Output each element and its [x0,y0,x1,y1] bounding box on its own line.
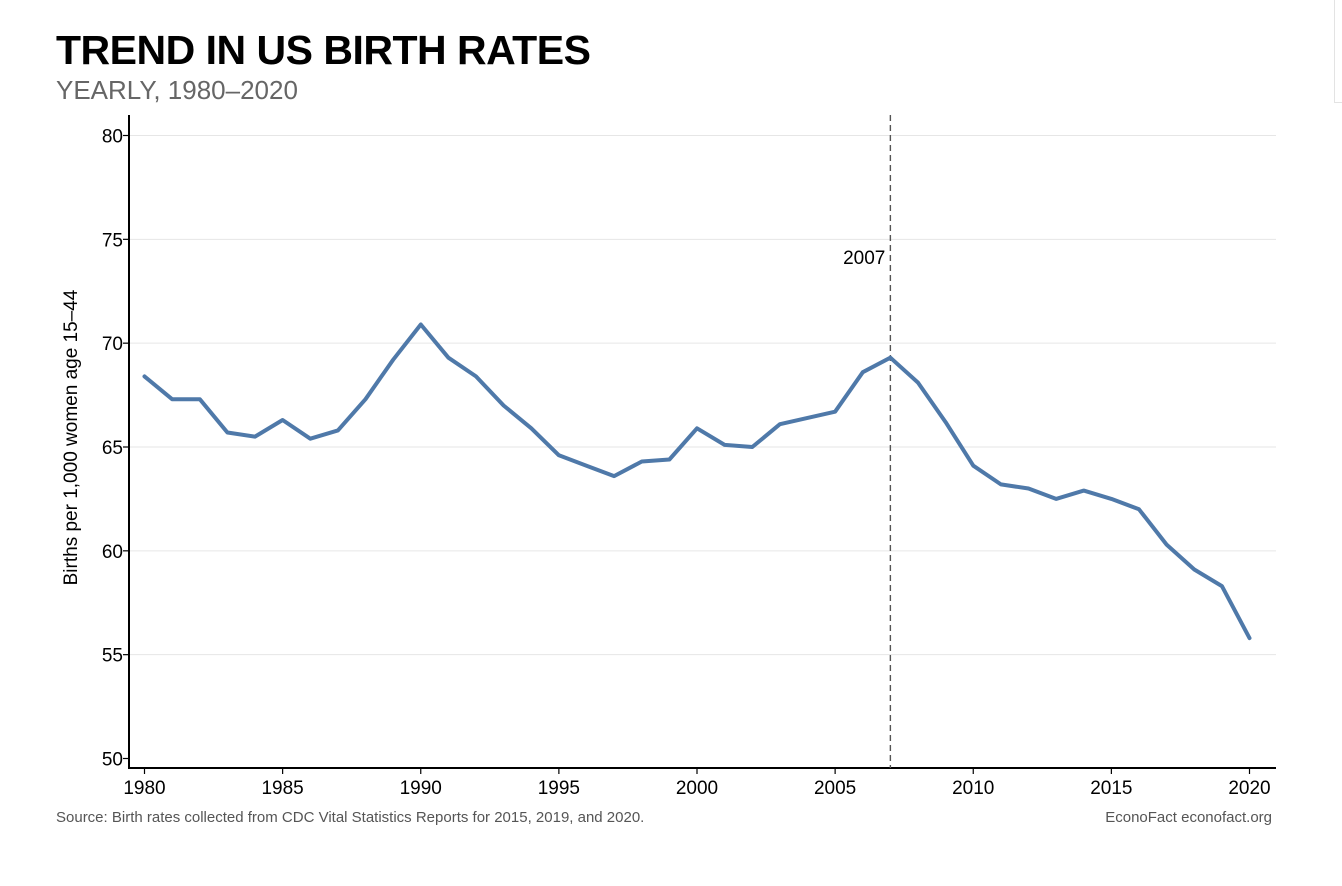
y-axis-title: Births per 1,000 women age 15–44 [61,289,82,585]
y-tick-label-70: 70 [102,334,123,355]
data-point-2008 [916,381,920,385]
x-tick-label-1990: 1990 [400,778,442,799]
data-point-1985 [281,418,285,422]
x-tick-label-1985: 1985 [261,778,303,799]
data-point-1999 [667,457,671,461]
window-edge [1334,0,1342,103]
credit-note: EconoFact econofact.org [1105,809,1272,826]
data-point-2007 [888,356,892,360]
x-tick-label-1980: 1980 [123,778,165,799]
data-point-2020 [1248,636,1251,640]
y-tick-label-80: 80 [102,127,123,148]
data-point-2001 [723,443,727,447]
data-point-1994 [529,426,533,430]
y-tick-label-75: 75 [102,230,123,251]
x-tick-label-2020: 2020 [1228,778,1270,799]
data-point-2018 [1192,568,1196,572]
data-point-2014 [1082,489,1086,493]
data-point-1998 [640,460,644,464]
y-tick-label-55: 55 [102,646,123,667]
data-point-1991 [446,356,450,360]
y-tick-label-60: 60 [102,542,123,563]
x-tick-label-1995: 1995 [538,778,580,799]
data-point-2011 [999,482,1003,486]
data-point-1980 [143,374,146,378]
data-point-1983 [225,430,229,434]
data-point-2003 [778,422,782,426]
series-points-0 [143,322,1251,640]
x-tick-label-2015: 2015 [1090,778,1132,799]
data-point-1987 [336,428,340,432]
data-point-1988 [364,397,367,401]
data-point-1984 [253,435,257,439]
y-tick-label-50: 50 [102,750,123,771]
data-point-2004 [806,416,809,420]
data-point-1997 [612,474,616,478]
data-point-1993 [502,403,506,407]
data-point-1995 [557,453,561,457]
data-point-2010 [971,464,975,468]
chart-title: TREND IN US BIRTH RATES [56,27,591,73]
data-point-2000 [695,426,699,430]
x-tick-label-2005: 2005 [814,778,856,799]
x-tick-label-2010: 2010 [952,778,994,799]
data-point-2012 [1027,487,1030,491]
y-tick-label-65: 65 [102,438,123,459]
data-point-2002 [750,445,754,449]
data-point-1989 [391,358,395,362]
data-point-2015 [1109,497,1113,501]
data-point-1996 [585,464,588,468]
data-point-2006 [861,370,865,374]
data-point-2009 [944,420,948,424]
source-note: Source: Birth rates collected from CDC V… [56,809,645,826]
data-point-1992 [474,374,478,378]
data-point-2017 [1165,543,1169,547]
data-point-2019 [1220,584,1224,588]
x-tick-label-2000: 2000 [676,778,718,799]
data-point-1981 [170,397,174,401]
annotation-label-2007: 2007 [843,248,885,269]
series-line-0 [142,322,1252,641]
data-point-1990 [419,322,423,326]
data-point-2013 [1054,497,1058,501]
chart-subtitle: YEARLY, 1980–2020 [56,75,298,105]
data-point-2005 [833,410,837,414]
data-point-1986 [308,437,312,441]
data-point-1982 [198,397,202,401]
data-point-2016 [1137,507,1141,511]
